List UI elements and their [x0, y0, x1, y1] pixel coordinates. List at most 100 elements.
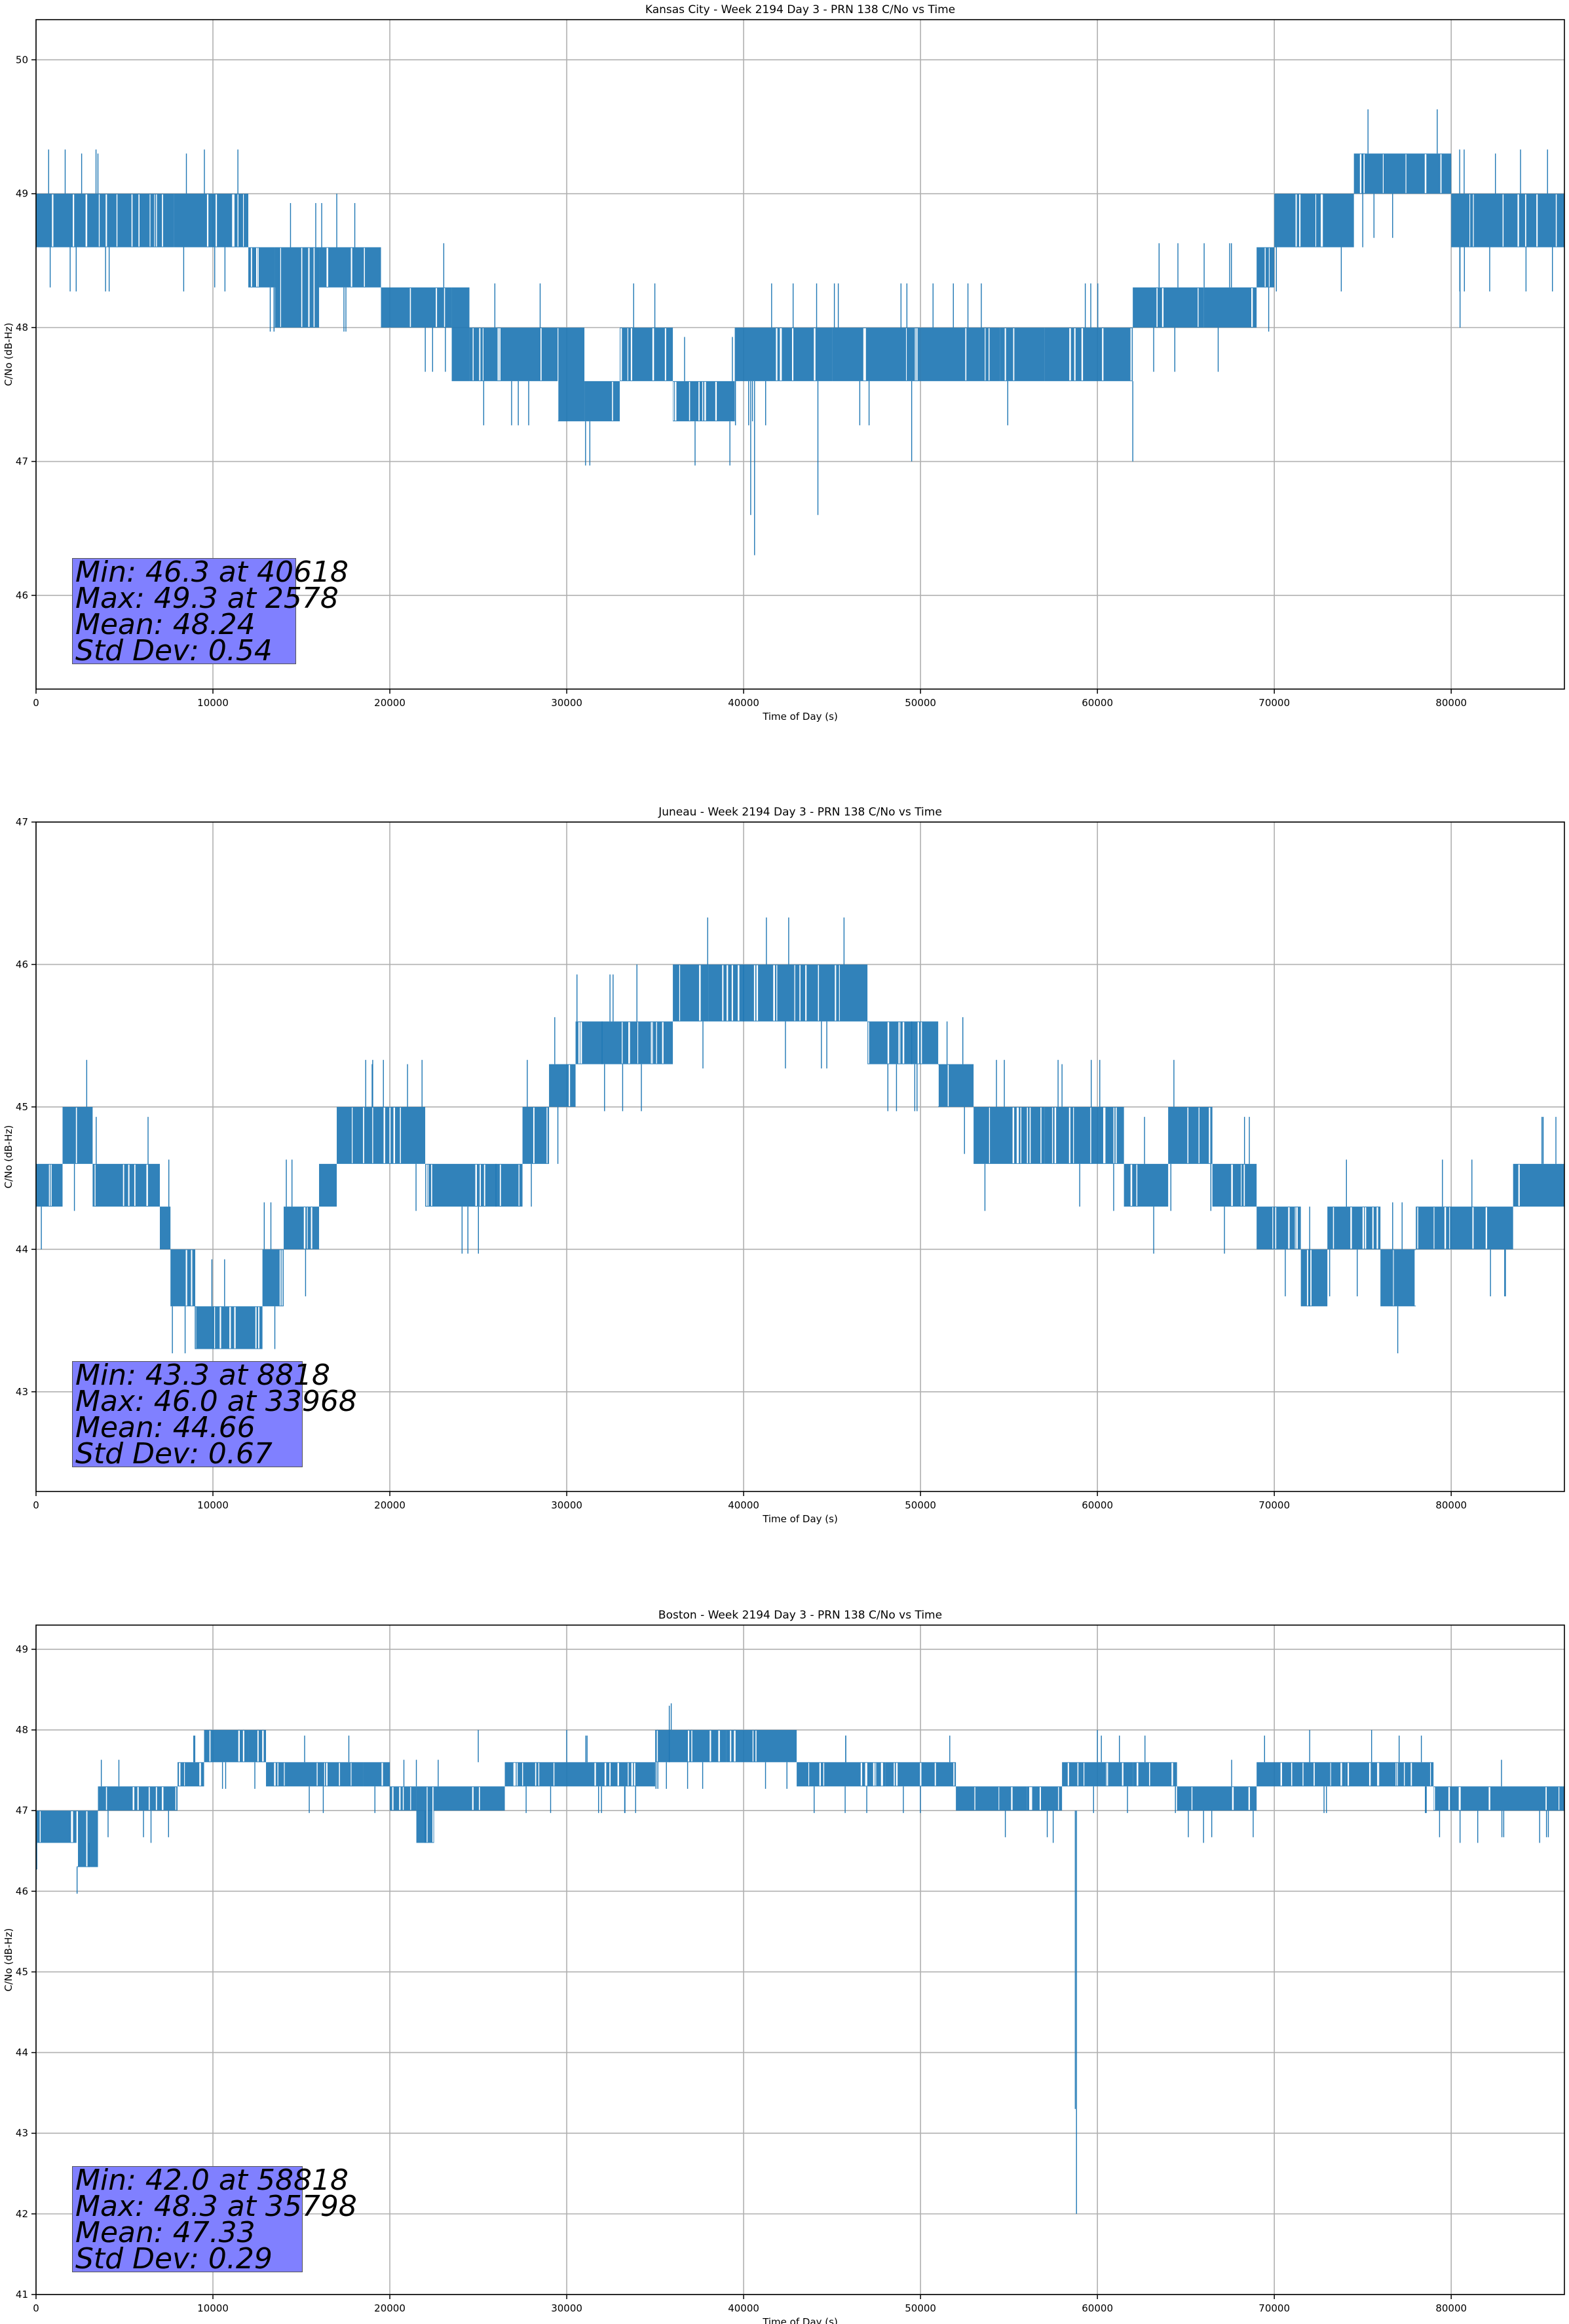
boston-band [956, 1786, 1027, 1811]
boston-x-tick-label: 30000 [551, 2302, 582, 2314]
juneau-y-tick-label: 47 [16, 816, 28, 828]
juneau-x-tick-label: 60000 [1082, 1499, 1113, 1511]
boston-band [1345, 1762, 1434, 1787]
boston-y-tick-label: 49 [16, 1643, 28, 1655]
kansas-city-band [1274, 193, 1354, 248]
boston-band [726, 1730, 797, 1763]
kansas-city-band [469, 328, 558, 381]
juneau-band [938, 1064, 974, 1107]
kansas-city-band [673, 381, 735, 422]
boston-band [36, 1810, 77, 1843]
boston-band [204, 1730, 249, 1763]
boston-x-tick-label: 70000 [1258, 2302, 1290, 2314]
juneau-band [1380, 1249, 1416, 1307]
juneau-band [1212, 1163, 1257, 1207]
kansas-city-band [1451, 193, 1564, 248]
kansas-city-x-tick-label: 20000 [374, 697, 406, 709]
boston-y-tick-label: 46 [16, 1885, 28, 1897]
juneau-x-tick-label: 30000 [551, 1499, 582, 1511]
boston-band [655, 1730, 727, 1763]
kansas-city-band [381, 287, 452, 328]
kansas-city-x-tick-label: 0 [33, 697, 39, 709]
kansas-city-band [274, 247, 320, 328]
kansas-city-y-tick-label: 48 [16, 322, 28, 333]
boston-x-tick-label: 80000 [1435, 2302, 1467, 2314]
juneau-y-tick-label: 45 [16, 1101, 28, 1113]
juneau-y-tick-label: 44 [16, 1243, 28, 1255]
boston-band [1062, 1762, 1133, 1787]
kansas-city-chart: 0 10000 20000 30000 40000 50000 60000 70000 8000… [3, 3, 1565, 722]
boston-chart: 0 10000 20000 30000 40000 50000 60000 70000 8000… [3, 1609, 1565, 2324]
juneau-band [337, 1106, 426, 1164]
juneau-band [1257, 1207, 1301, 1250]
juneau-stats-box: Min: 43.3 at 8818 Max: 46.0 at 33968 Mea… [72, 1359, 357, 1469]
juneau-x-tick-label: 0 [33, 1499, 39, 1511]
boston-y-tick-label: 42 [16, 2208, 28, 2220]
boston-series-line [36, 1703, 1564, 2214]
juneau-band [195, 1306, 263, 1349]
boston-x-tick-label: 60000 [1082, 2302, 1113, 2314]
kansas-city-stats-box: Min: 46.3 at 40618 Max: 49.3 at 2578 Mea… [72, 558, 349, 667]
kansas-city-x-tick-label: 50000 [905, 697, 936, 709]
juneau-band [575, 1021, 673, 1064]
juneau-band [1300, 1249, 1328, 1307]
kansas-city-series-line [36, 109, 1564, 555]
boston-axes-frame [35, 1624, 1565, 2295]
kansas-city-x-axis-label: Time of Day (s) [762, 711, 838, 722]
juneau-band [284, 1207, 320, 1250]
boston-band [1027, 1786, 1063, 1811]
kansas-city-y-tick-label: 47 [16, 456, 28, 468]
juneau-y-tick-label: 43 [16, 1386, 28, 1398]
kansas-city-x-tick-label: 10000 [197, 697, 229, 709]
juneau-stat-max: Max: 46.0 at 33968 [75, 1385, 357, 1418]
kansas-city-y-tick-label: 46 [16, 590, 28, 601]
kansas-city-title: Kansas City - Week 2194 Day 3 - PRN 138 … [645, 3, 955, 16]
boston-x-tick-label: 40000 [728, 2302, 759, 2314]
boston-x-tick-label: 50000 [905, 2302, 936, 2314]
juneau-chart: 0 10000 20000 30000 40000 50000 60000 70000 8000… [3, 806, 1565, 1525]
juneau-y-axis-label: C/No (dB-Hz) [3, 1125, 14, 1189]
boston-y-tick-label: 47 [16, 1805, 28, 1816]
juneau-band [1513, 1163, 1564, 1207]
boston-y-tick-label: 41 [16, 2289, 28, 2300]
kansas-city-band [734, 328, 833, 381]
juneau-band [1327, 1207, 1381, 1250]
kansas-city-band [1133, 287, 1204, 328]
kansas-city-stat-std: Std Dev: 0.54 [75, 634, 273, 667]
boston-stat-mean: Mean: 47.33 [75, 2216, 255, 2249]
kansas-city-y-axis-label: C/No (dB-Hz) [3, 323, 14, 386]
juneau-band [160, 1207, 171, 1250]
juneau-band [62, 1106, 93, 1164]
kansas-city-band [558, 328, 585, 422]
juneau-x-tick-label: 80000 [1435, 1499, 1467, 1511]
kansas-city-x-tick-label: 60000 [1082, 697, 1113, 709]
kansas-city-band [174, 193, 249, 248]
kansas-city-x-tick-label: 70000 [1258, 697, 1290, 709]
juneau-x-tick-label: 70000 [1258, 1499, 1290, 1511]
juneau-band [549, 1064, 576, 1107]
juneau-band [673, 964, 709, 1022]
kansas-city-x-tick-label: 40000 [728, 697, 759, 709]
kansas-city-x-tick-label: 30000 [551, 697, 582, 709]
boston-band [1257, 1762, 1346, 1787]
boston-x-tick-label: 20000 [374, 2302, 406, 2314]
kansas-city-band [248, 247, 275, 288]
juneau-x-tick-label: 40000 [728, 1499, 759, 1511]
boston-band [1177, 1786, 1257, 1811]
boston-stat-std: Std Dev: 0.29 [75, 2242, 273, 2276]
juneau-x-tick-label: 20000 [374, 1499, 406, 1511]
boston-band [1433, 1786, 1564, 1811]
juneau-band [425, 1163, 479, 1207]
kansas-city-y-tick-label: 50 [16, 54, 28, 66]
boston-y-tick-label: 45 [16, 1966, 28, 1977]
boston-y-axis-label: C/No (dB-Hz) [3, 1928, 14, 1992]
juneau-stat-min: Min: 43.3 at 8818 [75, 1359, 331, 1392]
kansas-city-band [319, 247, 381, 288]
boston-title: Boston - Week 2194 Day 3 - PRN 138 C/No … [658, 1609, 942, 1622]
boston-stats-box: Min: 42.0 at 58818 Max: 48.3 at 35798 Me… [72, 2166, 357, 2276]
boston-band [434, 1786, 505, 1811]
kansas-city-band [832, 328, 921, 381]
boston-stat-max: Max: 48.3 at 35798 [75, 2190, 357, 2223]
boston-band [266, 1762, 364, 1787]
kansas-city-band [1044, 328, 1133, 381]
